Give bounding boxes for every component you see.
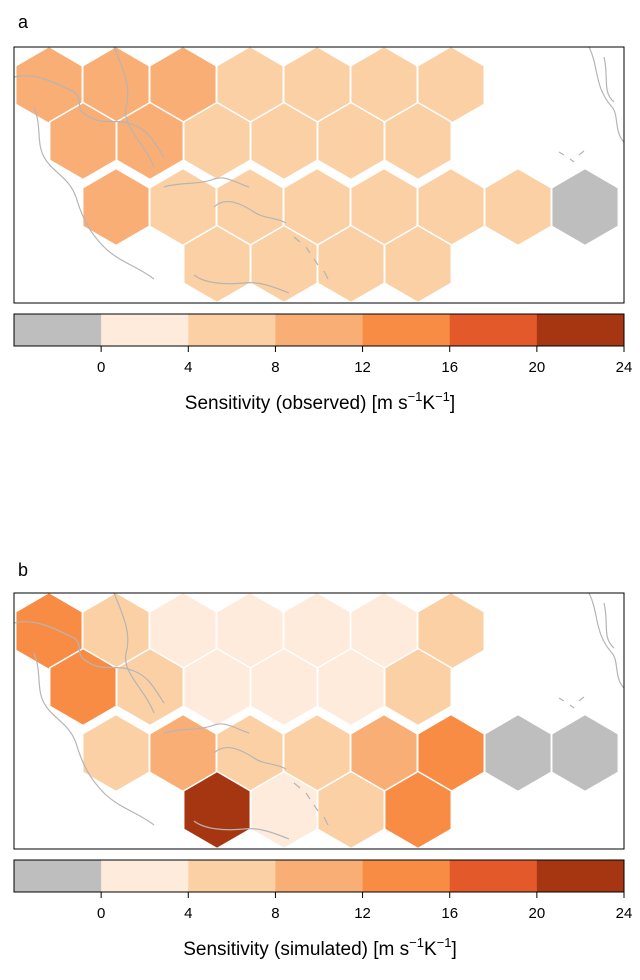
colorbar-title: Sensitivity (observed) [m s−1K−1] <box>185 389 455 414</box>
colorbar-bin <box>101 314 189 346</box>
coastline <box>603 56 615 103</box>
coastline <box>588 47 624 143</box>
hex-cell <box>383 101 453 181</box>
coastline <box>603 602 615 649</box>
colorbar-tick-label: 4 <box>184 905 192 922</box>
colorbar-tick-label: 16 <box>441 905 458 922</box>
map-frame <box>13 46 625 304</box>
coastline <box>293 236 329 280</box>
panel-a: a 0 4 8 12 16 20 24 Sensitivity (observed) [m s−… <box>13 12 633 414</box>
coastline <box>193 820 290 840</box>
map-area <box>14 593 624 849</box>
colorbar-tick-label: 20 <box>529 905 546 922</box>
map-frame <box>13 592 625 850</box>
colorbar: 0 4 8 12 16 20 24 Sensitivity (observed) [m s−1… <box>13 313 633 414</box>
coastline <box>213 200 287 224</box>
colorbar-tick-label: 8 <box>271 359 279 376</box>
coastline <box>213 746 287 770</box>
coastline <box>293 782 329 826</box>
hex-cell <box>550 167 620 247</box>
colorbar-tick-label: 0 <box>97 359 105 376</box>
colorbar-title: Sensitivity (simulated) [m s−1K−1] <box>183 935 457 960</box>
colorbar-frame <box>13 313 625 347</box>
colorbar-tick-label: 24 <box>616 905 633 922</box>
panel-label: a <box>18 12 29 32</box>
colorbar-frame <box>13 859 625 893</box>
panel-label: b <box>18 560 28 580</box>
panel-b: b 0 4 8 12 16 20 24 Sensitivity (simulated) [m s… <box>13 560 633 960</box>
colorbar-bin <box>188 860 276 892</box>
colorbar-bin <box>536 860 625 892</box>
colorbar-tick-label: 0 <box>97 905 105 922</box>
coastline <box>193 274 290 294</box>
colorbar-bin <box>275 860 363 892</box>
colorbar-bin <box>101 860 189 892</box>
coastline <box>14 621 165 704</box>
colorbar-tick-label: 12 <box>354 359 371 376</box>
colorbar-tick-label: 12 <box>354 905 371 922</box>
colorbar: 0 4 8 12 16 20 24 Sensitivity (simulated) [m s−… <box>13 859 633 960</box>
coastline <box>14 75 165 158</box>
colorbar-bin <box>275 314 363 346</box>
coastline <box>163 177 250 188</box>
colorbar-bin <box>188 314 276 346</box>
coastline <box>163 723 250 734</box>
hex-cell <box>550 713 620 793</box>
coastline <box>113 593 155 714</box>
colorbar-bin <box>449 860 538 892</box>
coastline <box>33 652 155 826</box>
coastline <box>588 593 624 689</box>
colorbar-bin <box>362 860 451 892</box>
colorbar-tick-label: 16 <box>441 359 458 376</box>
coastline <box>113 47 155 168</box>
hex-cell <box>383 647 453 727</box>
coastline <box>33 106 155 280</box>
colorbar-bin <box>449 314 538 346</box>
colorbar-tick-label: 4 <box>184 359 192 376</box>
colorbar-bin <box>14 860 102 892</box>
colorbar-bin <box>536 314 625 346</box>
colorbar-bin <box>362 314 451 346</box>
coastline <box>558 696 585 709</box>
colorbar-bin <box>14 314 102 346</box>
map-area <box>14 47 624 303</box>
colorbar-tick-label: 24 <box>616 359 633 376</box>
coastline <box>558 150 585 163</box>
colorbar-tick-label: 8 <box>271 905 279 922</box>
colorbar-tick-label: 20 <box>529 359 546 376</box>
